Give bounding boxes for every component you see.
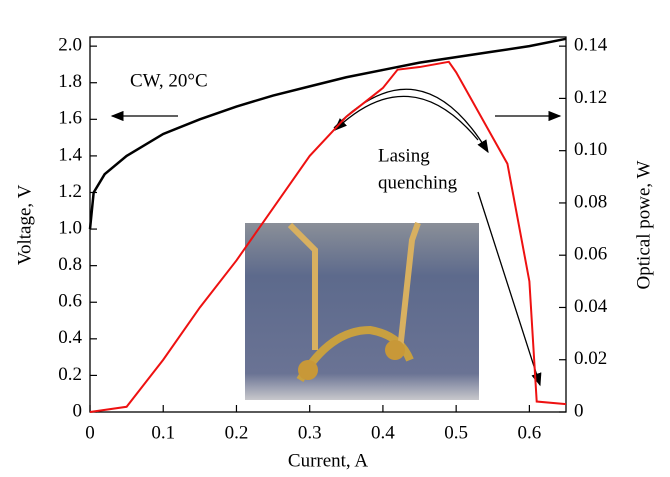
x-tick-label: 0.4 <box>371 422 395 443</box>
y-tick-label: 0.2 <box>58 364 82 385</box>
y2-tick-label: 0 <box>574 400 584 421</box>
y-tick-label: 1.0 <box>58 217 82 238</box>
x-axis-label: Current, A <box>288 450 368 471</box>
y2-tick-label: 0.10 <box>574 139 607 160</box>
y-tick-label: 0.8 <box>58 254 82 275</box>
y-tick-label: 0 <box>73 400 83 421</box>
x-tick-label: 0 <box>85 422 95 443</box>
y2-tick-label: 0.02 <box>574 348 607 369</box>
y-tick-label: 2.0 <box>58 35 82 56</box>
annotation: Lasing <box>378 145 430 166</box>
y-tick-label: 1.6 <box>58 108 82 129</box>
y-axis-label: Voltage, V <box>14 184 35 265</box>
y2-tick-label: 0.08 <box>574 191 607 212</box>
y2-tick-label: 0.12 <box>574 87 607 108</box>
y-tick-label: 0.4 <box>58 327 82 348</box>
photo <box>245 222 479 400</box>
x-tick-label: 0.3 <box>298 422 322 443</box>
data-line <box>88 37 567 230</box>
x-tick-label: 0.1 <box>151 422 175 443</box>
y2-tick-label: 0.04 <box>574 296 608 317</box>
y2-tick-label: 0.14 <box>574 35 608 56</box>
y2-axis-label: Optical powe, W <box>633 160 654 289</box>
x-tick-label: 0.5 <box>444 422 468 443</box>
y-tick-label: 1.8 <box>58 71 82 92</box>
annotation: CW, 20°C <box>130 70 208 91</box>
x-tick-label: 0.6 <box>518 422 542 443</box>
data-line <box>89 60 567 413</box>
y-tick-label: 0.6 <box>58 291 82 312</box>
y2-tick-label: 0.06 <box>574 244 607 265</box>
y-tick-label: 1.2 <box>58 181 82 202</box>
annotation: quenching <box>378 172 458 193</box>
y-tick-label: 1.4 <box>58 144 82 165</box>
x-tick-label: 0.2 <box>225 422 249 443</box>
